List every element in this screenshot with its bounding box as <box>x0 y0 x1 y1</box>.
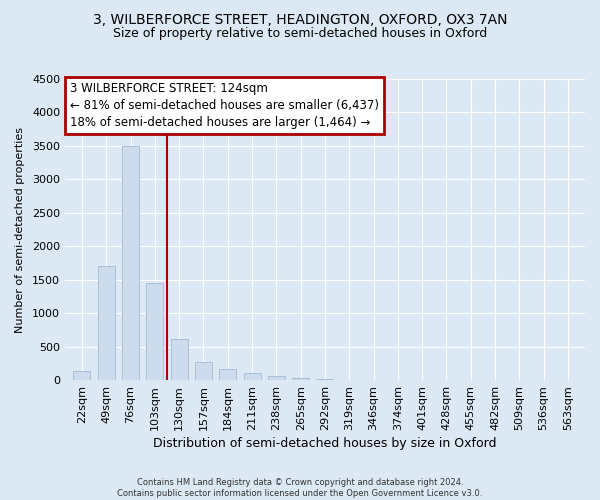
Bar <box>244 374 260 380</box>
Bar <box>219 368 236 380</box>
Bar <box>170 338 188 380</box>
Text: 3 WILBERFORCE STREET: 124sqm
← 81% of semi-detached houses are smaller (6,437)
1: 3 WILBERFORCE STREET: 124sqm ← 81% of se… <box>70 82 379 129</box>
Text: Contains HM Land Registry data © Crown copyright and database right 2024.
Contai: Contains HM Land Registry data © Crown c… <box>118 478 482 498</box>
Bar <box>292 378 309 380</box>
Bar <box>146 283 163 380</box>
Bar <box>98 266 115 380</box>
Bar <box>73 370 91 380</box>
X-axis label: Distribution of semi-detached houses by size in Oxford: Distribution of semi-detached houses by … <box>153 437 497 450</box>
Bar <box>122 146 139 380</box>
Text: 3, WILBERFORCE STREET, HEADINGTON, OXFORD, OX3 7AN: 3, WILBERFORCE STREET, HEADINGTON, OXFOR… <box>93 12 507 26</box>
Bar <box>316 378 334 380</box>
Y-axis label: Number of semi-detached properties: Number of semi-detached properties <box>15 126 25 332</box>
Bar <box>195 362 212 380</box>
Text: Size of property relative to semi-detached houses in Oxford: Size of property relative to semi-detach… <box>113 28 487 40</box>
Bar <box>268 376 285 380</box>
